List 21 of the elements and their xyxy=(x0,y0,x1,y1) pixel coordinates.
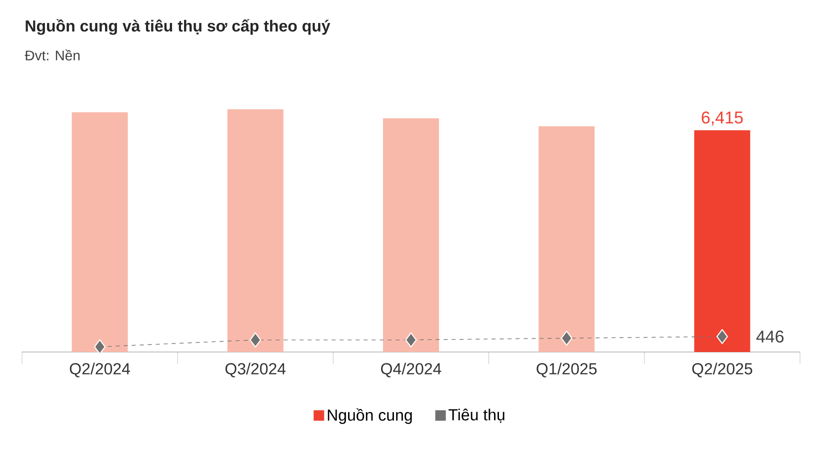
point xyxy=(405,332,417,348)
bar xyxy=(538,126,595,352)
x-tick-label: Q2/2024 xyxy=(70,362,130,378)
point xyxy=(250,332,262,348)
bar xyxy=(383,118,440,352)
point xyxy=(716,329,728,344)
bar xyxy=(694,130,750,352)
x-tick-label: Q1/2025 xyxy=(536,362,597,378)
data-label: 446 xyxy=(756,330,784,343)
bar xyxy=(72,112,128,352)
x-tick-label: Q3/2024 xyxy=(225,362,286,378)
point xyxy=(560,330,572,346)
legend-label: Nguồn cung xyxy=(328,408,412,424)
x-tick-label: Q4/2024 xyxy=(381,362,442,378)
chart-title: Nguồn cung và tiêu thụ sơ cấp theo quý xyxy=(26,19,330,35)
point xyxy=(94,339,106,354)
data-label: 6,415 xyxy=(702,111,743,126)
x-tick-label: Q2/2025 xyxy=(692,362,752,378)
chart-subtitle: Đvt: Nền xyxy=(24,50,80,60)
legend-label: Tiêu thụ xyxy=(448,408,504,423)
bar xyxy=(227,109,284,352)
